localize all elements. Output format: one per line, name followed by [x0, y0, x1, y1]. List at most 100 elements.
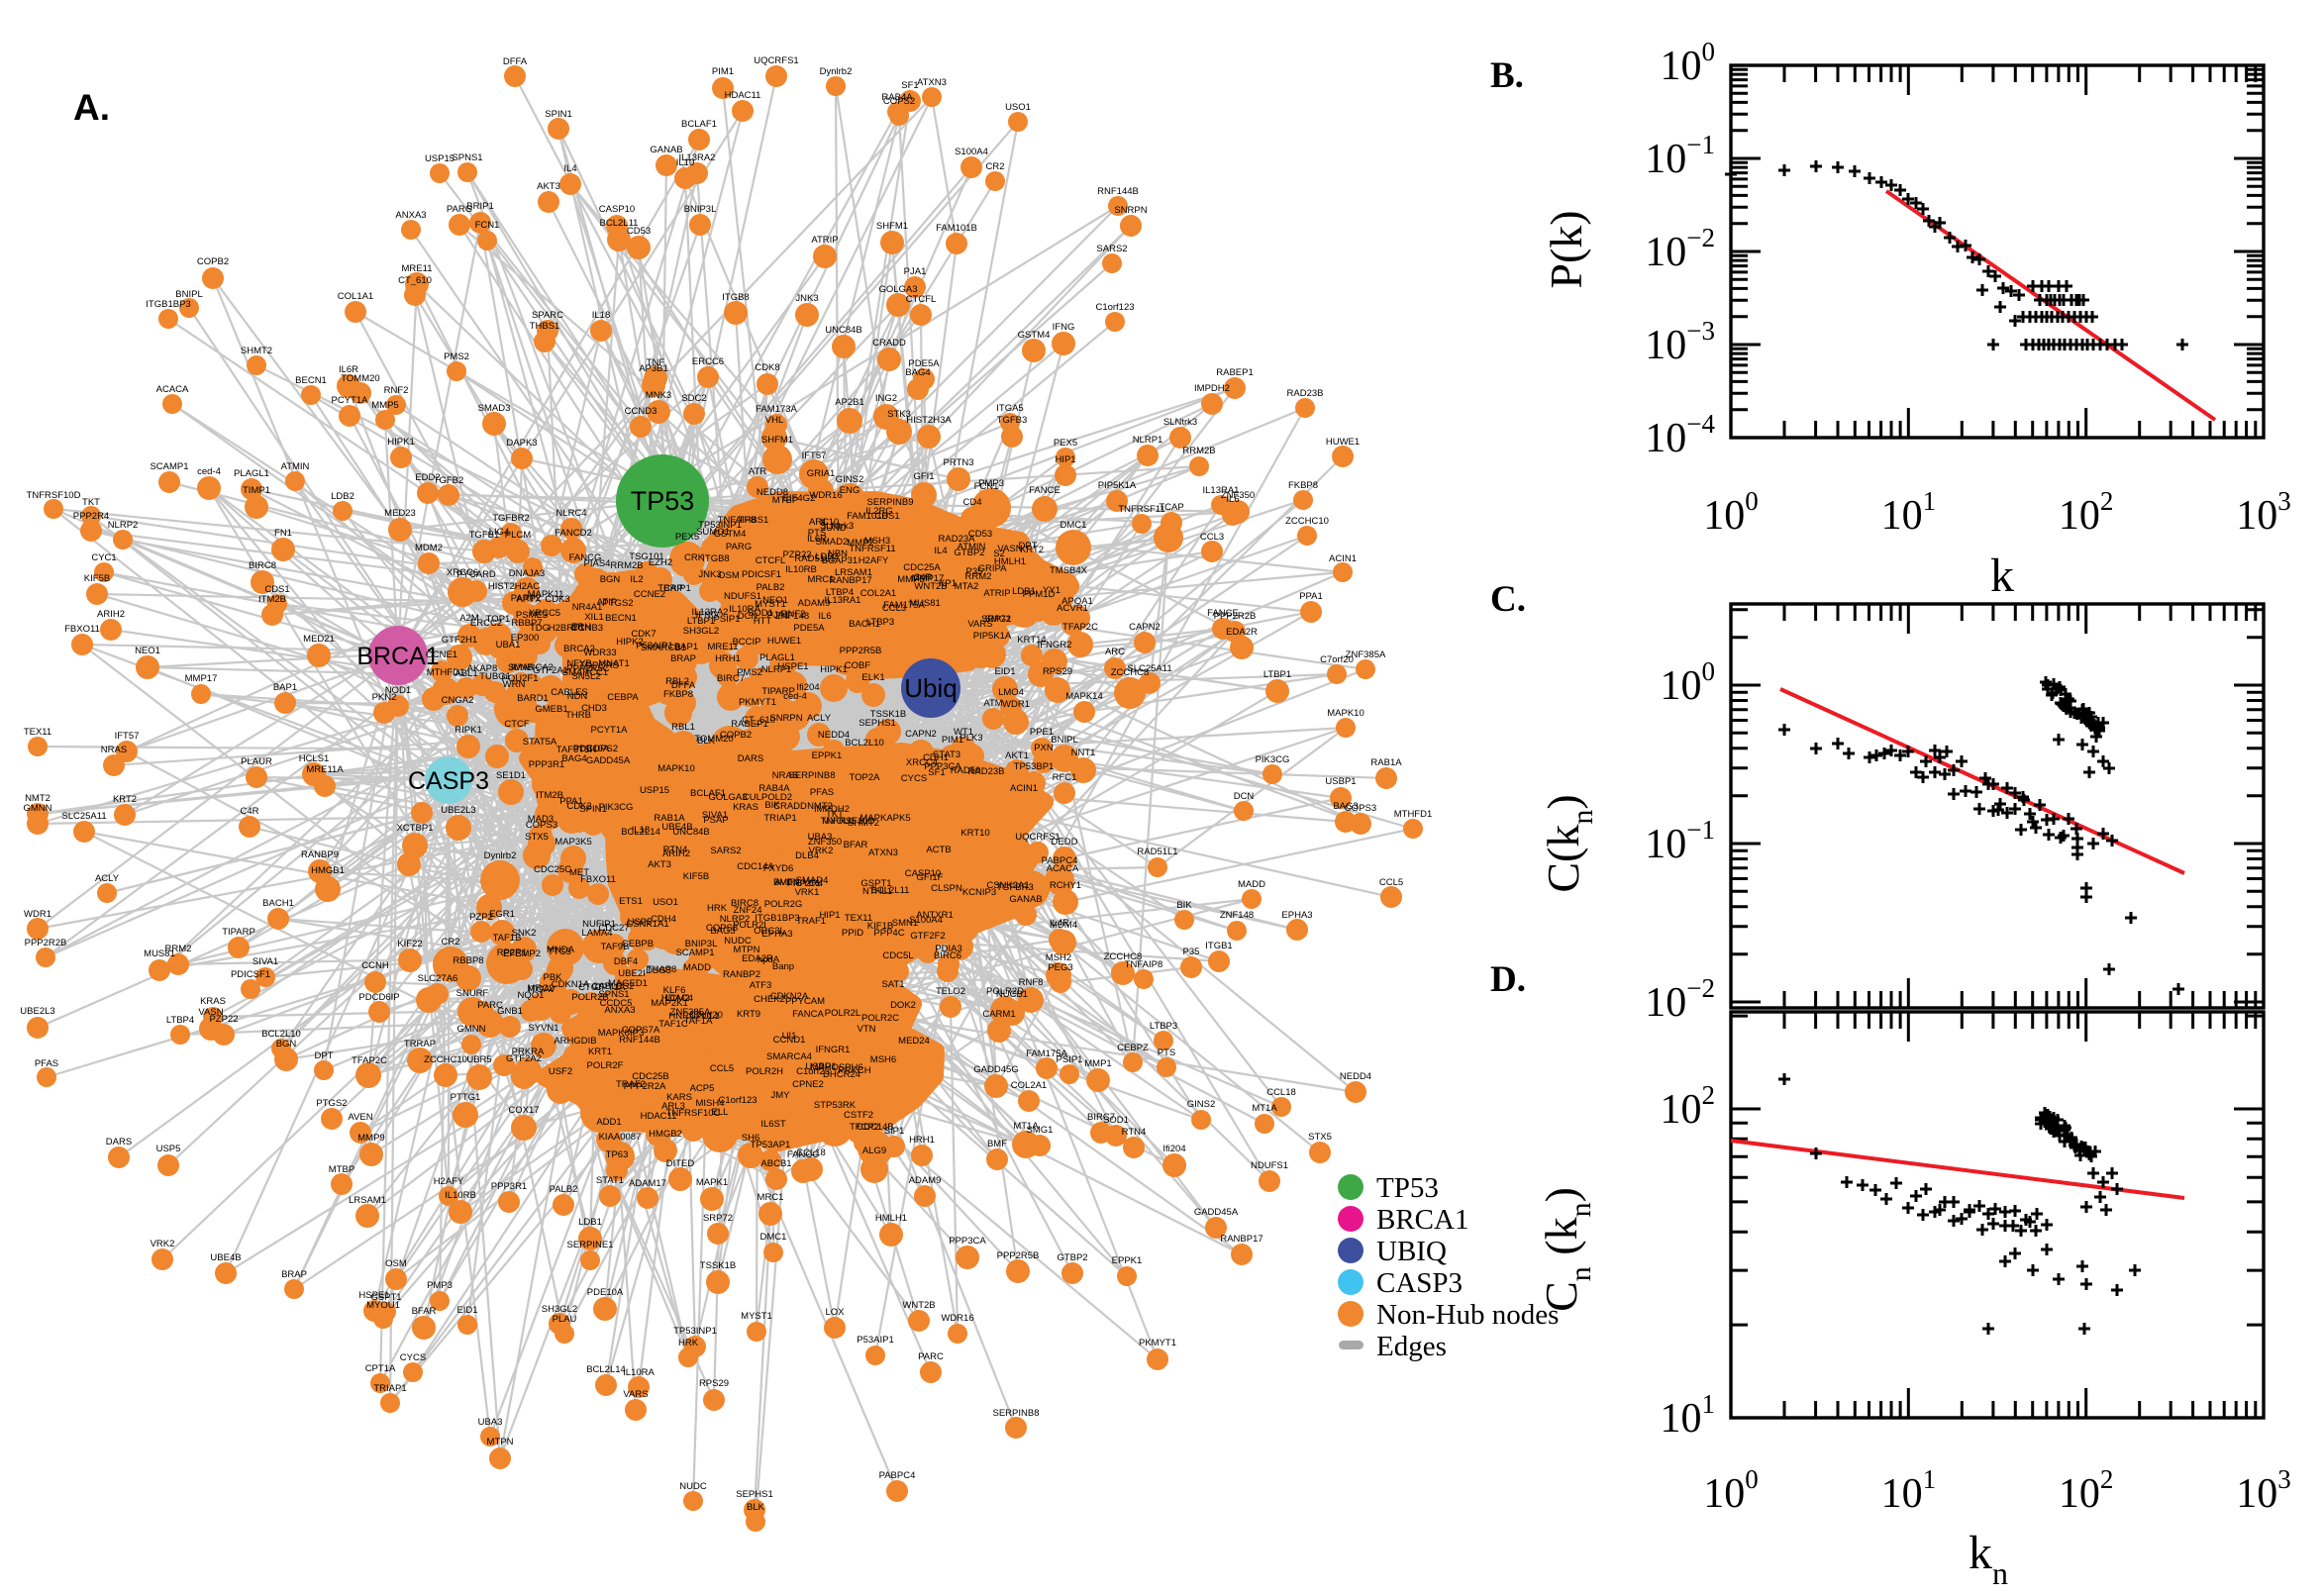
- svg-text:SNRPN: SNRPN: [769, 713, 802, 724]
- svg-text:MAD3: MAD3: [528, 814, 554, 825]
- svg-text:SYVN1: SYVN1: [528, 1023, 558, 1034]
- svg-text:AKT3: AKT3: [537, 181, 560, 192]
- svg-text:COL1A1: COL1A1: [338, 291, 373, 302]
- svg-text:S2: S2: [993, 549, 1005, 559]
- svg-text:SH6: SH6: [742, 1133, 759, 1144]
- svg-text:CASP3: CASP3: [408, 767, 489, 795]
- svg-text:PTTG1: PTTG1: [451, 1092, 481, 1103]
- svg-text:BRCA2: BRCA2: [563, 644, 595, 654]
- svg-text:TP53BP1: TP53BP1: [1014, 761, 1055, 772]
- svg-text:TFAP2C: TFAP2C: [1062, 622, 1098, 633]
- svg-text:ITGA5: ITGA5: [996, 403, 1023, 414]
- svg-text:PPP4C: PPP4C: [873, 928, 904, 939]
- svg-text:RABEP1: RABEP1: [1216, 367, 1254, 378]
- svg-text:TELO2: TELO2: [936, 986, 965, 997]
- svg-text:MAP3K5: MAP3K5: [555, 837, 592, 848]
- svg-text:PLAUR: PLAUR: [241, 756, 272, 767]
- svg-text:SMARCA4: SMARCA4: [766, 1051, 812, 1062]
- svg-text:ITGB1BP3: ITGB1BP3: [146, 299, 190, 310]
- svg-text:DOK2: DOK2: [890, 1000, 916, 1011]
- svg-text:BFAR: BFAR: [412, 1306, 437, 1317]
- svg-text:PSIP1: PSIP1: [1057, 1054, 1083, 1065]
- svg-text:TGFB3: TGFB3: [997, 415, 1028, 426]
- svg-text:POLR2L: POLR2L: [825, 1008, 860, 1019]
- svg-text:ADD1: ADD1: [596, 1117, 621, 1128]
- svg-text:ALG9: ALG9: [862, 1146, 886, 1156]
- svg-text:MET: MET: [569, 867, 589, 878]
- svg-text:MED23: MED23: [384, 508, 416, 519]
- svg-text:SUMO1: SUMO1: [696, 527, 730, 538]
- svg-text:NUCB1: NUCB1: [996, 989, 1028, 1000]
- svg-text:CNGA2: CNGA2: [442, 695, 474, 706]
- svg-text:PPID: PPID: [842, 928, 863, 939]
- svg-text:GANAB: GANAB: [650, 145, 682, 155]
- svg-text:LRSAM1: LRSAM1: [349, 1195, 386, 1206]
- svg-text:PSME3: PSME3: [516, 610, 548, 621]
- svg-text:SHMT2: SHMT2: [241, 346, 272, 356]
- svg-text:FCN1: FCN1: [974, 481, 999, 492]
- svg-text:COPB2: COPB2: [720, 730, 752, 741]
- svg-text:MED24: MED24: [898, 1036, 930, 1047]
- svg-text:ACLY: ACLY: [807, 713, 832, 724]
- svg-text:IL4: IL4: [934, 546, 947, 556]
- svg-text:VTN: VTN: [858, 1024, 876, 1035]
- svg-text:PYCARD: PYCARD: [456, 569, 496, 580]
- svg-text:PKMYT1: PKMYT1: [1139, 1338, 1176, 1348]
- svg-text:ACLY: ACLY: [95, 873, 120, 884]
- svg-text:MRC1: MRC1: [758, 1192, 784, 1203]
- svg-text:JMY: JMY: [771, 1090, 791, 1101]
- svg-text:POLR2H: POLR2H: [746, 1066, 783, 1077]
- svg-text:PFAS: PFAS: [810, 787, 834, 798]
- svg-text:BIK: BIK: [1176, 900, 1192, 911]
- svg-text:BLK: BLK: [747, 1502, 765, 1513]
- svg-text:SLNtrk3: SLNtrk3: [1163, 417, 1197, 428]
- svg-text:SLC25A11: SLC25A11: [1127, 663, 1171, 674]
- svg-text:DPT: DPT: [315, 1050, 334, 1061]
- svg-text:PLK3: PLK3: [960, 733, 982, 744]
- svg-text:PPP3R1: PPP3R1: [529, 759, 564, 770]
- svg-text:COPS2: COPS2: [883, 96, 915, 107]
- svg-text:TFAP2C: TFAP2C: [352, 1055, 387, 1066]
- svg-text:LTBP3: LTBP3: [1150, 1021, 1177, 1032]
- svg-text:MRE11: MRE11: [402, 263, 433, 274]
- svg-text:CCL5: CCL5: [710, 1063, 734, 1074]
- svg-text:VHL: VHL: [765, 415, 783, 426]
- svg-text:SPNS1: SPNS1: [452, 152, 482, 163]
- svg-text:BRIP1: BRIP1: [663, 583, 690, 594]
- svg-text:RNF144B: RNF144B: [1097, 186, 1139, 197]
- svg-text:SIVA1: SIVA1: [252, 956, 278, 967]
- svg-text:PKN2: PKN2: [372, 692, 397, 703]
- svg-text:ARC: ARC: [1105, 647, 1125, 657]
- svg-text:CCL18: CCL18: [1266, 1087, 1296, 1098]
- svg-text:CHD3: CHD3: [581, 703, 607, 714]
- svg-text:CDH1: CDH1: [923, 752, 949, 763]
- svg-text:NEDD8: NEDD8: [757, 487, 788, 498]
- svg-text:SERPINE1: SERPINE1: [567, 1240, 614, 1250]
- svg-text:VRK1: VRK1: [795, 887, 820, 898]
- svg-text:BARD1: BARD1: [517, 693, 549, 704]
- svg-text:BGN: BGN: [276, 1039, 297, 1049]
- svg-text:LTBP4: LTBP4: [166, 1015, 194, 1026]
- svg-text:GTF2A2: GTF2A2: [506, 1053, 542, 1064]
- svg-text:ATMIN: ATMIN: [281, 461, 310, 472]
- svg-text:RNF8: RNF8: [1019, 977, 1044, 988]
- svg-text:RPS29: RPS29: [1043, 666, 1072, 677]
- svg-text:NLRC4: NLRC4: [556, 508, 586, 519]
- svg-text:UBE2I: UBE2I: [618, 968, 645, 979]
- svg-text:USO1: USO1: [653, 897, 678, 908]
- svg-text:GINS2: GINS2: [836, 474, 864, 485]
- svg-text:POLR2C: POLR2C: [861, 1013, 899, 1024]
- svg-text:ced-4: ced-4: [783, 691, 807, 702]
- svg-text:BCCIP: BCCIP: [732, 637, 760, 648]
- svg-text:GSTM4: GSTM4: [1018, 330, 1051, 341]
- svg-text:COPS3: COPS3: [1345, 803, 1376, 814]
- svg-text:SH3GL2: SH3GL2: [542, 1304, 577, 1315]
- svg-text:SH3GL2: SH3GL2: [683, 626, 719, 637]
- svg-text:RABEP1: RABEP1: [731, 719, 768, 730]
- svg-text:TP53: TP53: [1376, 1172, 1439, 1204]
- svg-text:SRP72: SRP72: [703, 1213, 733, 1224]
- svg-text:DAPK3: DAPK3: [506, 438, 537, 449]
- svg-text:MPHOSPH6: MPHOSPH6: [810, 1062, 862, 1073]
- svg-text:BRAP: BRAP: [670, 653, 696, 664]
- svg-text:MMP5: MMP5: [371, 400, 398, 411]
